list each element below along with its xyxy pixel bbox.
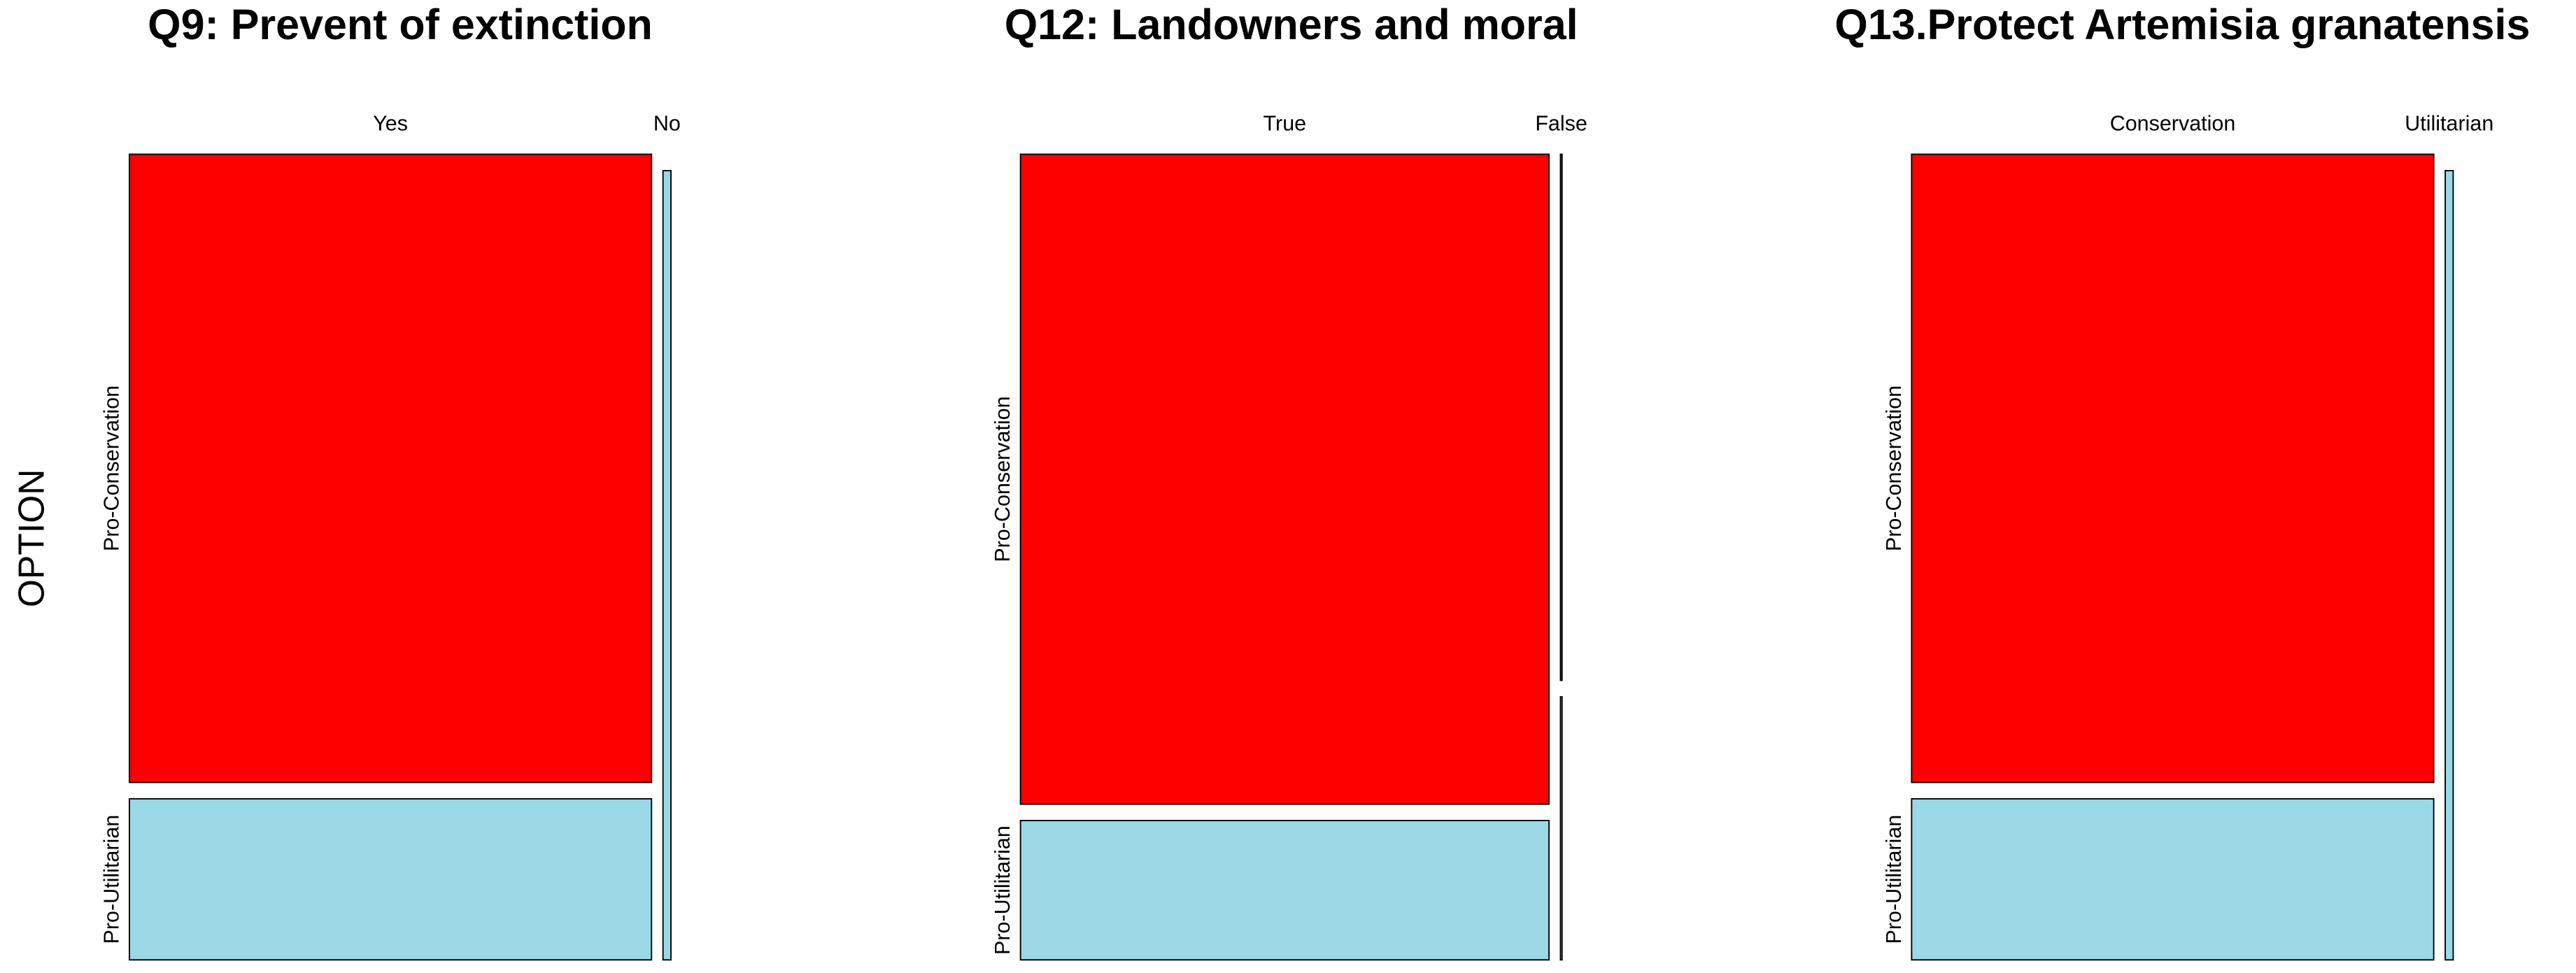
column-label: False bbox=[1535, 111, 1587, 135]
mosaic-cell bbox=[1559, 696, 1563, 961]
chart-title: Q12: Landowners and moral bbox=[1005, 1, 1578, 48]
column-label: Yes bbox=[373, 111, 408, 135]
column-label: Utilitarian bbox=[2405, 111, 2493, 135]
mosaic-cell bbox=[1911, 798, 2435, 961]
mosaic-cell bbox=[1019, 153, 1550, 805]
mosaic-cell bbox=[1911, 153, 2435, 783]
mosaic-cell bbox=[1019, 820, 1550, 961]
column-label: True bbox=[1264, 111, 1307, 135]
mosaic-cell bbox=[128, 798, 653, 961]
row-label: Pro-Utilitarian bbox=[991, 825, 1014, 955]
row-label: Pro-Conservation bbox=[1882, 385, 1906, 551]
row-label: Pro-Utilitarian bbox=[1882, 815, 1906, 944]
column-label: No bbox=[653, 111, 681, 135]
y-axis-title: OPTION bbox=[11, 469, 52, 607]
row-label: Pro-Utilitarian bbox=[100, 815, 124, 944]
chart-title: Q9: Prevent of extinction bbox=[148, 1, 653, 48]
mosaic-cell bbox=[662, 170, 672, 961]
column-label: Conservation bbox=[2110, 111, 2236, 135]
mosaic-cell bbox=[128, 153, 653, 783]
row-label: Pro-Conservation bbox=[100, 385, 124, 551]
mosaic-cell bbox=[1559, 153, 1563, 681]
row-label: Pro-Conservation bbox=[991, 396, 1014, 562]
mosaic-cell bbox=[2444, 170, 2454, 961]
chart-title: Q13.Protect Artemisia granatensis bbox=[1834, 1, 2530, 48]
